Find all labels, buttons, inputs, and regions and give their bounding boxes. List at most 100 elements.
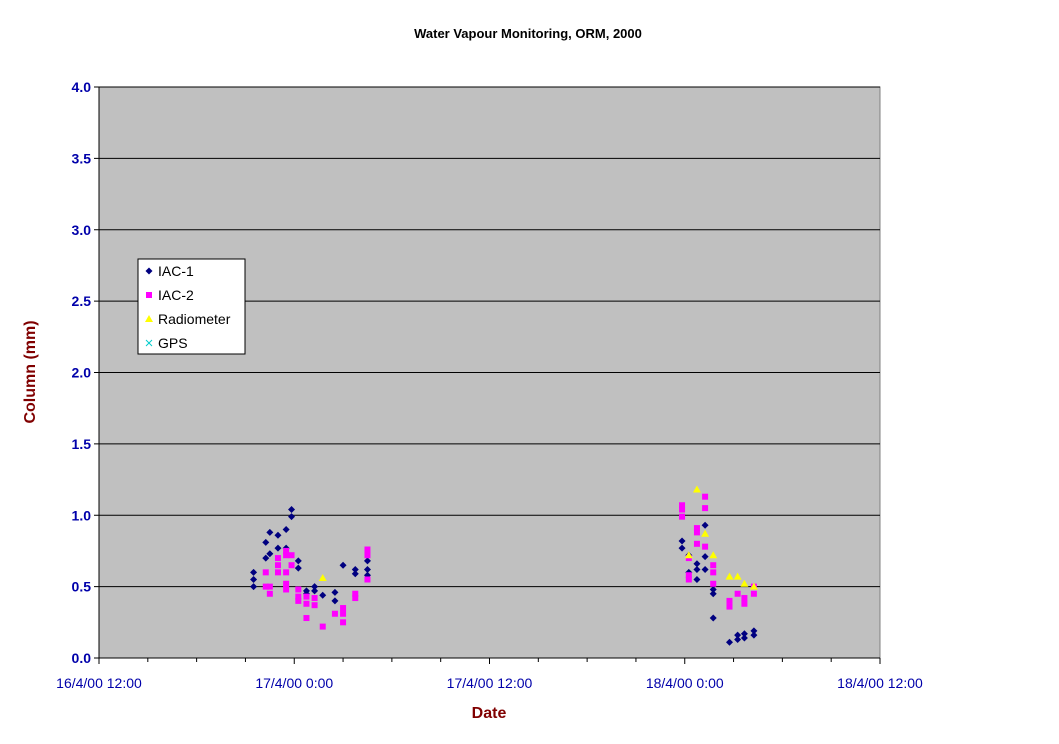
- data-marks: [250, 485, 758, 646]
- data-point: [274, 544, 282, 552]
- x-tick-label: 17/4/00 0:00: [255, 675, 333, 691]
- data-point: [364, 552, 371, 559]
- data-point: [750, 590, 757, 597]
- data-point: [250, 568, 258, 576]
- data-point: [340, 605, 347, 612]
- data-point: [274, 531, 282, 539]
- data-point: [733, 572, 742, 580]
- data-point: [726, 597, 733, 604]
- legend-item: IAC-2: [146, 287, 194, 303]
- data-point: [740, 634, 748, 642]
- data-point: [685, 572, 692, 579]
- data-point: [741, 595, 748, 602]
- data-point: [734, 635, 742, 643]
- legend-label: IAC-2: [158, 287, 194, 303]
- data-point: [710, 580, 717, 587]
- x-tick-label: 18/4/00 0:00: [646, 675, 724, 691]
- data-point: [266, 550, 274, 558]
- data-point: [339, 561, 347, 569]
- data-point: [710, 569, 717, 576]
- data-point: [294, 557, 302, 565]
- data-point: [709, 551, 718, 559]
- data-point: [311, 587, 319, 595]
- data-point: [250, 575, 258, 583]
- legend-label: Radiometer: [158, 311, 231, 327]
- data-point: [709, 585, 717, 593]
- data-point: [340, 610, 347, 617]
- data-point: [726, 603, 733, 610]
- series-radiometer: [318, 485, 758, 590]
- data-point: [684, 551, 693, 559]
- y-tick-label: 1.0: [72, 507, 92, 523]
- legend-items: IAC-1 IAC-2 Radiometer GPS: [145, 263, 231, 351]
- data-point: [685, 576, 692, 583]
- data-point: [303, 615, 310, 622]
- data-point: [283, 580, 290, 587]
- data-point: [303, 593, 310, 600]
- data-point: [283, 547, 290, 554]
- data-point: [283, 569, 290, 576]
- data-point: [351, 570, 359, 578]
- x-axis-title: Date: [472, 705, 507, 722]
- axes: [94, 86, 881, 664]
- legend-label: IAC-1: [158, 263, 194, 279]
- data-point: [734, 590, 741, 597]
- legend-label: GPS: [158, 335, 188, 351]
- data-point: [701, 529, 710, 537]
- data-point: [340, 619, 347, 626]
- data-point: [288, 513, 296, 521]
- data-point: [709, 590, 717, 598]
- data-point: [262, 538, 270, 546]
- data-point: [319, 623, 326, 630]
- data-point: [364, 546, 371, 553]
- series-iac-2: [262, 493, 757, 630]
- data-point: [311, 602, 318, 609]
- data-point: [725, 572, 734, 580]
- data-point: [352, 595, 359, 602]
- x-tick-label: 17/4/00 12:00: [447, 675, 533, 691]
- legend-item: GPS: [145, 335, 188, 351]
- x-marker-stroke: [145, 339, 153, 347]
- data-point: [303, 600, 310, 607]
- tick-labels: 0.0 0.5 1.0 1.5 2.0 2.5 3.0 3.5 4.0 16/4/00 12:00…: [56, 79, 923, 691]
- legend-box: [137, 258, 246, 355]
- data-point: [749, 582, 758, 590]
- data-point: [266, 583, 273, 590]
- data-point: [701, 521, 709, 529]
- legend-marker: [145, 315, 153, 322]
- data-point: [741, 600, 748, 607]
- data-point: [288, 562, 295, 569]
- data-point: [318, 574, 327, 582]
- data-point: [351, 565, 359, 573]
- x-tick-label: 16/4/00 12:00: [56, 675, 142, 691]
- plot-area: 0.0 0.5 1.0 1.5 2.0 2.5 3.0 3.5 4.0 16/4/00 12:00…: [56, 79, 923, 691]
- legend-marker: [145, 339, 153, 347]
- data-point: [740, 630, 748, 638]
- data-point: [693, 560, 701, 568]
- y-tick-label: 0.0: [72, 650, 92, 666]
- data-point: [319, 591, 327, 599]
- data-point: [295, 586, 302, 593]
- data-point: [750, 627, 758, 635]
- data-point: [363, 557, 371, 565]
- legend-item: Radiometer: [145, 311, 231, 327]
- data-point: [693, 525, 700, 532]
- data-point: [274, 569, 281, 576]
- data-point: [288, 552, 295, 559]
- data-point: [266, 528, 274, 536]
- y-tick-label: 2.5: [72, 293, 92, 309]
- y-tick-label: 3.5: [72, 150, 92, 166]
- y-tick-label: 1.5: [72, 436, 92, 452]
- data-point: [262, 569, 269, 576]
- y-tick-label: 0.5: [72, 579, 92, 595]
- legend-marker: [145, 267, 153, 275]
- data-point: [693, 565, 701, 573]
- data-point: [352, 590, 359, 597]
- data-point: [331, 597, 339, 605]
- data-point: [288, 506, 296, 514]
- data-point: [262, 554, 270, 562]
- data-point: [266, 590, 273, 597]
- y-tick-label: 3.0: [72, 222, 92, 238]
- data-point: [295, 593, 302, 600]
